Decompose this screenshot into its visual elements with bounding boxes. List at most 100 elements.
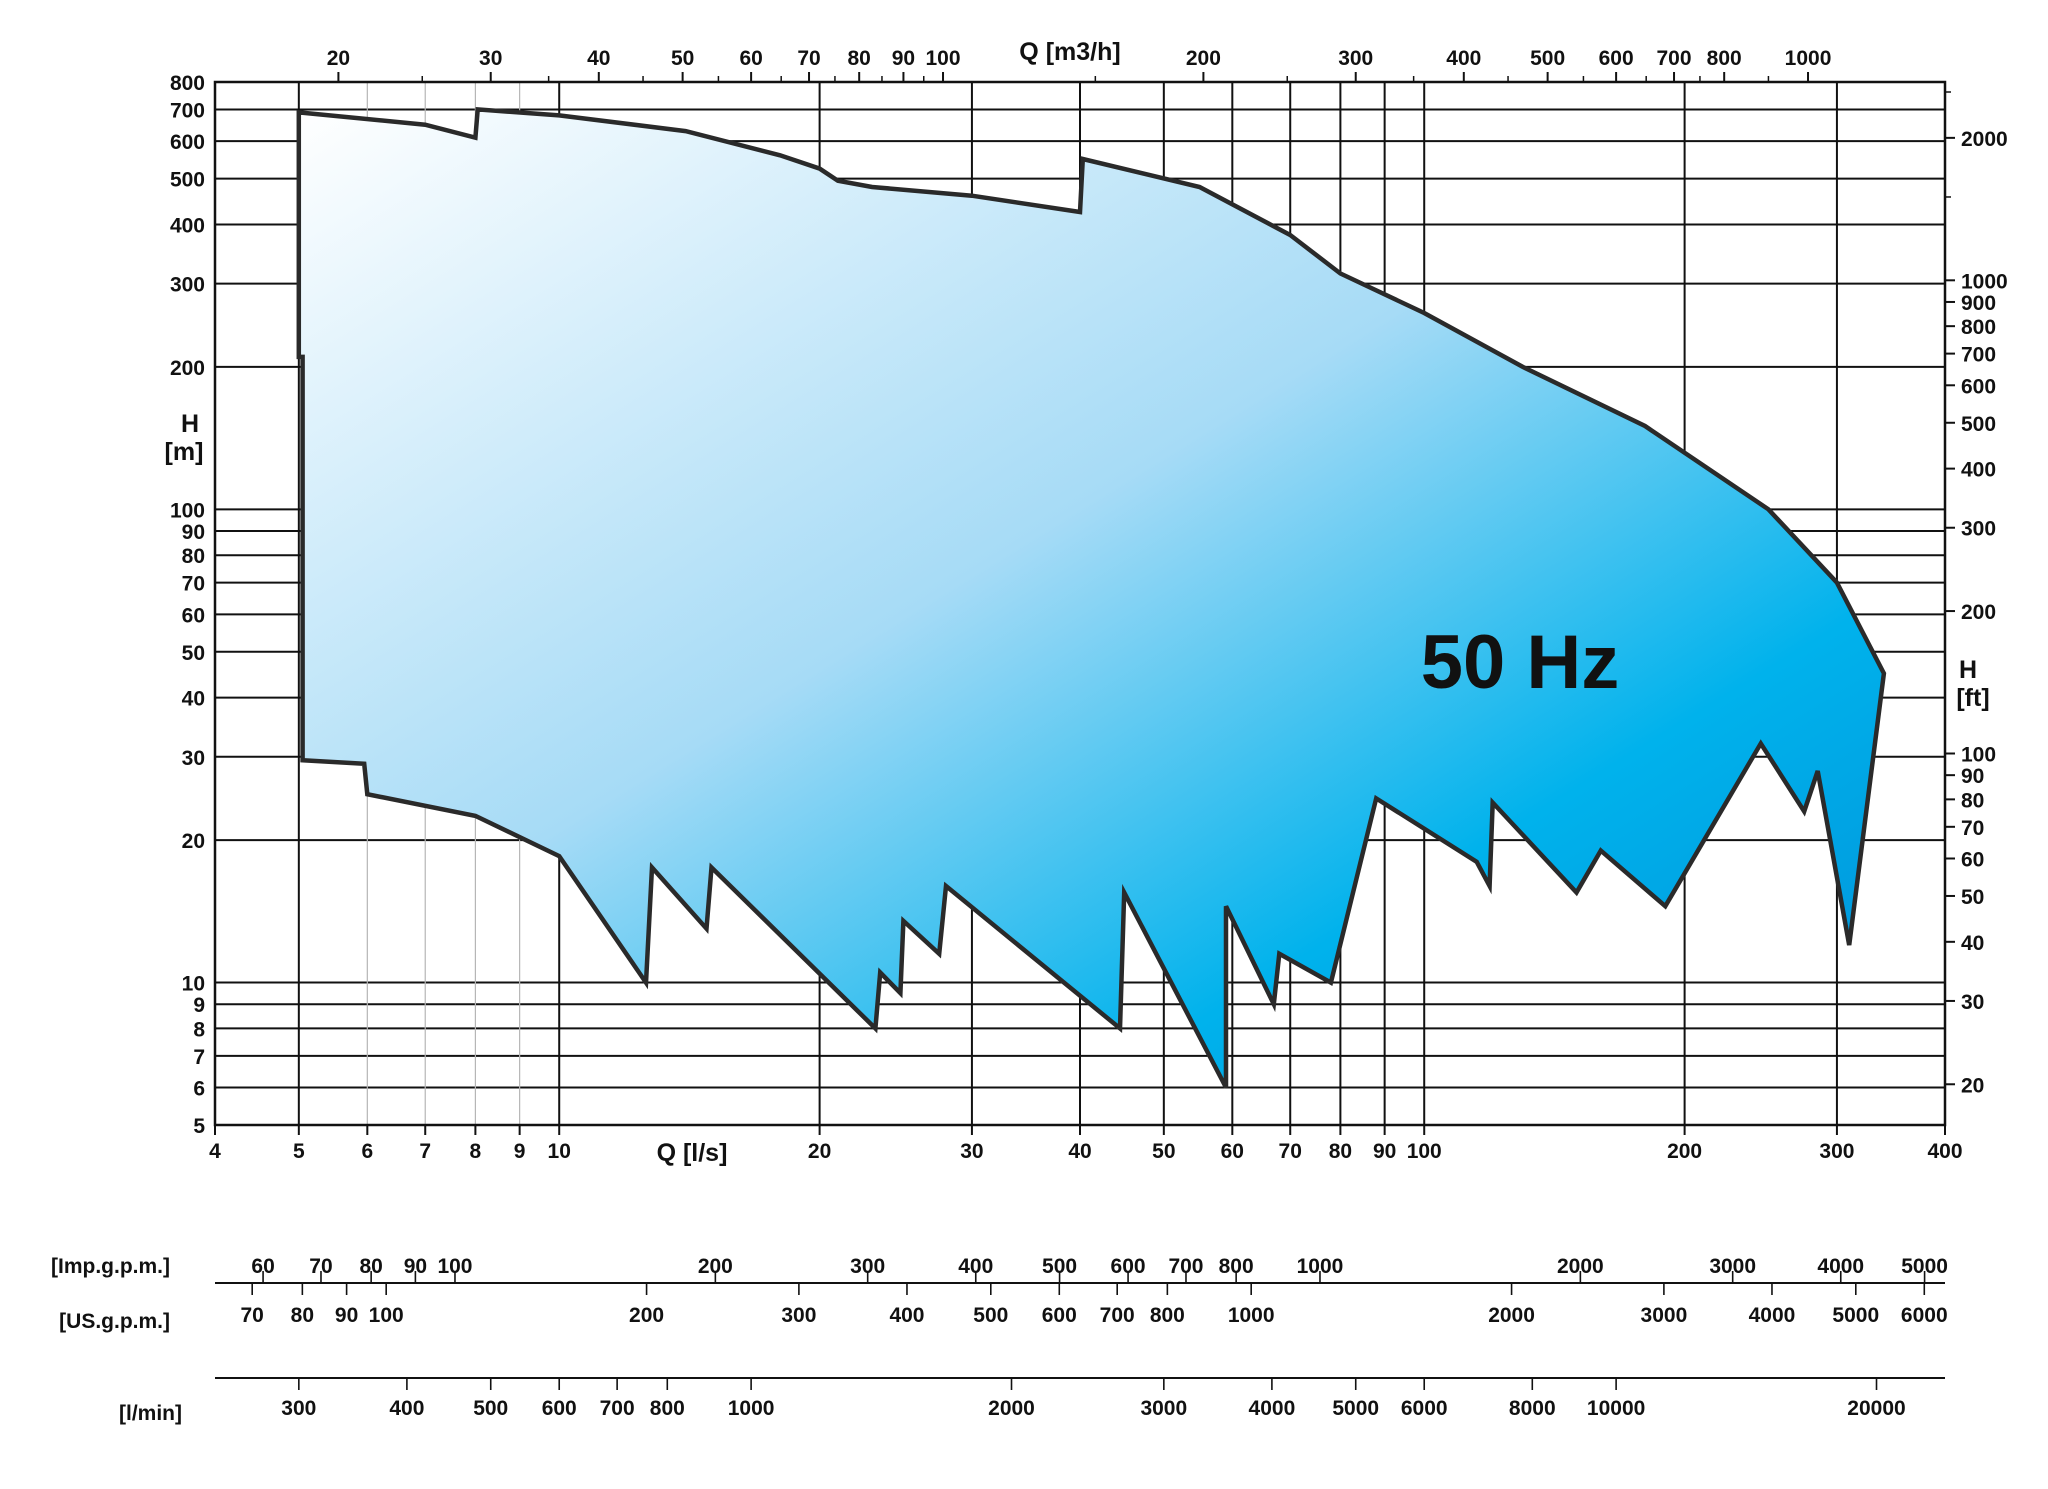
scale-title: [US.g.p.m.]	[59, 1310, 170, 1333]
scale-tick-label: 2000	[988, 1397, 1035, 1420]
scale-tick-label: 700	[600, 1397, 635, 1420]
axis-labels: 5678910203040506070809010020030040050060…	[165, 38, 2008, 1167]
right-tick-label: 1000	[1961, 270, 2008, 293]
operating-envelope	[296, 106, 1887, 1089]
right-tick-label: 50	[1961, 886, 1984, 909]
scale-tick-label: 500	[1042, 1255, 1077, 1278]
y-tick-label: 70	[182, 573, 205, 596]
scale-tick-label: 300	[781, 1304, 816, 1327]
y-tick-label: 9	[193, 994, 205, 1017]
right-tick-label: 900	[1961, 292, 1996, 315]
scale-tick-label: 10000	[1587, 1397, 1645, 1420]
y-tick-label: 200	[170, 357, 205, 380]
scale-tick-label: 2000	[1557, 1255, 1604, 1278]
top-tick-label: 50	[671, 47, 694, 70]
scale-tick-label: 200	[629, 1304, 664, 1327]
x-tick-label: 10	[548, 1140, 571, 1163]
scale-title: [l/min]	[119, 1402, 182, 1425]
scale-tick-label: 90	[335, 1304, 358, 1327]
y-tick-label: 40	[182, 688, 205, 711]
top-tick-label: 800	[1707, 47, 1742, 70]
right-tick-label: 2000	[1961, 128, 2008, 151]
plot-frame	[213, 72, 1955, 1135]
x-tick-label: 70	[1279, 1140, 1302, 1163]
y-tick-label: 60	[182, 604, 205, 627]
scale-tick-label: 5000	[1332, 1397, 1379, 1420]
x-tick-label: 9	[514, 1140, 526, 1163]
scale-tick-label: 500	[973, 1304, 1008, 1327]
scale-tick-label: 20000	[1847, 1397, 1905, 1420]
top-tick-label: 30	[479, 47, 502, 70]
right-tick-label: 20	[1961, 1074, 1984, 1097]
y-tick-label: 50	[182, 642, 205, 665]
scale-tick-label: 1000	[1297, 1255, 1344, 1278]
top-tick-label: 600	[1599, 47, 1634, 70]
top-tick-label: 60	[739, 47, 762, 70]
y-axis-unit: [m]	[165, 438, 204, 466]
y-tick-label: 7	[193, 1046, 205, 1069]
y-tick-label: 700	[170, 99, 205, 122]
scale-tick-label: 90	[404, 1255, 427, 1278]
top-tick-label: 40	[587, 47, 610, 70]
scale-tick-label: 6000	[1401, 1397, 1448, 1420]
scale-tick-label: 1000	[1228, 1304, 1275, 1327]
right-tick-label: 700	[1961, 344, 1996, 367]
y-tick-label: 20	[182, 830, 205, 853]
right-tick-label: 30	[1961, 991, 1984, 1014]
envelope-area	[296, 106, 1887, 1089]
top-tick-label: 1000	[1785, 47, 1832, 70]
scale-tick-label: 400	[389, 1397, 424, 1420]
x-tick-label: 4	[209, 1140, 221, 1163]
right-tick-label: 600	[1961, 375, 1996, 398]
right-tick-label: 400	[1961, 459, 1996, 482]
right-tick-label: 60	[1961, 848, 1984, 871]
top-tick-label: 100	[925, 47, 960, 70]
y-tick-label: 500	[170, 169, 205, 192]
x-tick-label: 6	[361, 1140, 373, 1163]
right-tick-label: 100	[1961, 744, 1996, 767]
x-tick-label: 200	[1667, 1140, 1702, 1163]
right-tick-label: 800	[1961, 316, 1996, 339]
y-tick-label: 6	[193, 1078, 205, 1101]
scale-tick-label: 4000	[1249, 1397, 1296, 1420]
scale-tick-label: 1000	[728, 1397, 775, 1420]
conversion-scales: [Imp.g.p.m.] 60 70 80 90 100 200 300 400 500 600 70…	[51, 1255, 1948, 1425]
top-tick-label: 400	[1446, 47, 1481, 70]
scale-tick-label: 800	[1150, 1304, 1185, 1327]
scale-tick-label: 2000	[1488, 1304, 1535, 1327]
x-tick-label: 100	[1407, 1140, 1442, 1163]
right-tick-label: 80	[1961, 789, 1984, 812]
right-tick-label: 500	[1961, 413, 1996, 436]
scale-tick-label: 3000	[1709, 1255, 1756, 1278]
x-tick-label: 90	[1373, 1140, 1396, 1163]
scale-tick-label: 300	[281, 1397, 316, 1420]
scale-tick-label: 400	[958, 1255, 993, 1278]
scale-tick-label: 600	[1042, 1304, 1077, 1327]
y-tick-label: 90	[182, 521, 205, 544]
top-tick-label: 20	[327, 47, 350, 70]
scale-tick-label: 5000	[1832, 1304, 1879, 1327]
scale-tick-label: 500	[473, 1397, 508, 1420]
y-tick-label: 400	[170, 214, 205, 237]
scale-tick-label: 70	[241, 1304, 264, 1327]
scale-tick-label: 600	[542, 1397, 577, 1420]
frequency-annotation: 50 Hz	[1421, 620, 1620, 705]
y-tick-label: 800	[170, 72, 205, 95]
scale-tick-label: 600	[1111, 1255, 1146, 1278]
top-tick-label: 200	[1186, 47, 1221, 70]
scale-tick-label: 6000	[1901, 1304, 1948, 1327]
scale-tick-label: 8000	[1509, 1397, 1556, 1420]
scale-tick-label: 60	[251, 1255, 274, 1278]
y-tick-label: 300	[170, 274, 205, 297]
x-axis-label: Q [l/s]	[657, 1139, 728, 1167]
scale-tick-label: 70	[309, 1255, 332, 1278]
scale-tick-label: 80	[291, 1304, 314, 1327]
x-tick-label: 5	[293, 1140, 305, 1163]
top-tick-label: 300	[1338, 47, 1373, 70]
top-tick-label: 500	[1530, 47, 1565, 70]
x-tick-label: 20	[808, 1140, 831, 1163]
y-tick-label: 100	[170, 499, 205, 522]
scale-tick-label: 5000	[1901, 1255, 1948, 1278]
scale-tick-label: 700	[1100, 1304, 1135, 1327]
